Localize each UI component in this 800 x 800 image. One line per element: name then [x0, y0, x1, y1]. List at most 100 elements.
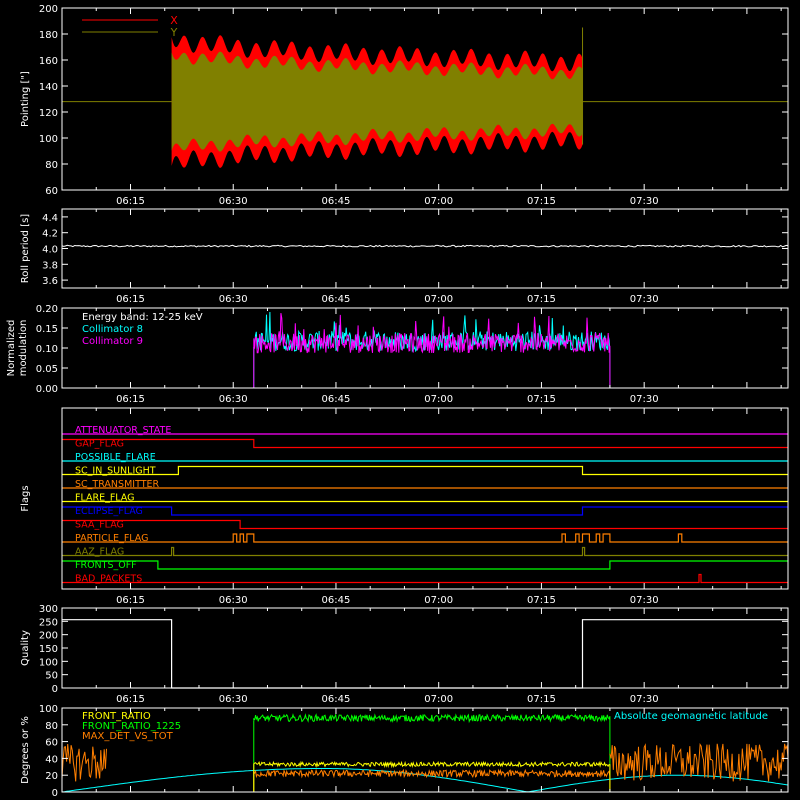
legend-label-Y: Y	[170, 26, 178, 39]
legend-max-det-vs-tot: MAX_DET_VS_TOT	[82, 731, 174, 742]
ratios-ylabel: Degrees or %	[20, 716, 31, 784]
quality-xtick-label: 07:15	[527, 694, 556, 705]
pointing-ytick-label: 100	[39, 134, 58, 145]
modulation-ytick-label: 0.15	[36, 324, 58, 335]
flags-xtick-label: 06:15	[116, 595, 145, 606]
ratios-ytick-label: 60	[45, 738, 58, 749]
roll-xtick-label: 06:15	[116, 294, 145, 305]
roll-xtick-label: 07:30	[630, 294, 659, 305]
modulation-xtick-label: 06:30	[219, 394, 248, 405]
legend-front-ratio: FRONT_RATIO	[82, 711, 151, 722]
quality-ytick-label: 300	[39, 604, 58, 615]
flag-line-bad-packets	[62, 573, 788, 584]
modulation-ylabel: Normalized	[6, 320, 17, 377]
pointing-xtick-label: 07:30	[630, 196, 659, 207]
modulation-xtick-label: 06:15	[116, 394, 145, 405]
quality-xtick-label: 06:15	[116, 694, 145, 705]
quality-ylabel: Quality	[20, 630, 31, 666]
modulation-xtick-label: 06:45	[322, 394, 351, 405]
pointing-xtick-label: 06:30	[219, 196, 248, 207]
flag-line-fronts-off	[62, 560, 788, 570]
quality-ytick-label: 50	[45, 671, 58, 682]
collimator-9-line	[62, 313, 788, 389]
max-det-vs-tot-line	[253, 768, 611, 793]
ratios-ytick-label: 100	[39, 704, 58, 715]
roll-xtick-label: 07:15	[527, 294, 556, 305]
roll-xtick-label: 06:30	[219, 294, 248, 305]
modulation-ytick-label: 0.05	[36, 364, 58, 375]
flag-line-eclipse-flag	[62, 506, 788, 516]
flag-label-fronts-off: FRONTS_OFF	[75, 560, 137, 571]
flag-label-gap-flag: GAP_FLAG	[75, 439, 124, 450]
flag-label-saa-flag: SAA_FLAG	[75, 520, 124, 531]
quality-ytick-label: 0	[52, 684, 58, 695]
ratios-ytick-label: 0	[52, 788, 58, 799]
modulation-xtick-label: 07:15	[527, 394, 556, 405]
quality-ytick-label: 250	[39, 617, 58, 628]
flag-label-sc-in-sunlight: SC_IN_SUNLIGHT	[75, 466, 156, 477]
legend-front-ratio-1225: FRONT_RATIO_1225	[82, 721, 181, 732]
ratios-frame	[61, 707, 789, 793]
pointing-ytick-label: 160	[39, 56, 58, 67]
flag-label-aaz-flag: AAZ_FLAG	[75, 547, 124, 558]
flag-label-bad-packets: BAD_PACKETS	[75, 574, 142, 585]
flag-line-gap-flag	[62, 438, 788, 449]
pointing-frame	[61, 7, 789, 191]
pointing-ytick-label: 60	[45, 186, 58, 197]
front-ratio-1225-line	[253, 712, 611, 793]
modulation-ytick-label: 0.10	[36, 344, 58, 355]
flags-xtick-label: 07:30	[630, 595, 659, 606]
roll-ytick-label: 4.0	[42, 245, 58, 256]
pointing-xtick-label: 07:15	[527, 196, 556, 207]
modulation-xtick-label: 07:00	[424, 394, 453, 405]
flag-label-sc-transmitter: SC_TRANSMITTER	[75, 479, 160, 490]
flag-label-eclipse-flag: ECLIPSE_FLAG	[75, 506, 143, 517]
flag-line-sc-in-sunlight	[62, 465, 788, 476]
legend-collimator-9: Collimator 9	[82, 336, 143, 347]
quality-xtick-label: 06:45	[322, 694, 351, 705]
pointing-ylabel: Pointing ["]	[20, 71, 31, 127]
quality-ytick-label: 100	[39, 657, 58, 668]
pointing-xtick-label: 06:45	[322, 196, 351, 207]
text-layer: 06:15 06:30 06:45 07:00 07:15 07:30 60 80 100 120…	[6, 4, 768, 799]
flags-xtick-label: 06:30	[219, 595, 248, 606]
flags-frame	[61, 407, 789, 590]
ratios-ytick-label: 20	[45, 771, 58, 782]
flags-xtick-label: 07:00	[424, 595, 453, 606]
roll-period-line	[61, 244, 789, 248]
flag-label-possible-flare: POSSIBLE_FLARE	[75, 452, 156, 463]
pointing-ytick-label: 140	[39, 82, 58, 93]
modulation-xtick-label: 07:30	[630, 394, 659, 405]
max-det-vs-tot-pre	[61, 743, 107, 782]
flag-label-attenuator-state: ATTENUATOR_STATE	[75, 425, 171, 436]
roll-ylabel: Roll period [s]	[20, 214, 31, 283]
roll-ytick-label: 3.6	[42, 276, 58, 287]
modulation-ytick-label: 0.00	[36, 384, 58, 395]
geomagnetic-latitude-label: Absolute geomagnetic latitude	[614, 711, 768, 722]
data-layer	[61, 19, 789, 793]
roll-xtick-label: 06:45	[322, 294, 351, 305]
pointing-ytick-label: 200	[39, 4, 58, 15]
legend-collimator-8: Collimator 8	[82, 324, 143, 335]
quality-ytick-label: 150	[39, 644, 58, 655]
frames-layer	[61, 7, 789, 793]
quality-xtick-label: 07:30	[630, 694, 659, 705]
modulation-ytick-label: 0.20	[36, 304, 58, 315]
ratios-ytick-label: 40	[45, 754, 58, 765]
flags-xtick-label: 06:45	[322, 595, 351, 606]
roll-xtick-label: 07:00	[424, 294, 453, 305]
quality-ytick-label: 200	[39, 631, 58, 642]
modulation-ylabel-2: modulation	[18, 320, 29, 377]
roll-ytick-label: 4.4	[42, 213, 58, 224]
series-y-envelope	[171, 51, 583, 152]
flag-line-particle-flag	[62, 533, 788, 543]
flag-label-particle-flag: PARTICLE_FLAG	[75, 533, 148, 544]
roll-ytick-label: 4.2	[42, 229, 58, 240]
roll-ytick-label: 3.8	[42, 260, 58, 271]
pointing-ytick-label: 120	[39, 108, 58, 119]
front-ratio-line	[253, 760, 611, 793]
flag-line-saa-flag	[62, 519, 788, 530]
max-det-vs-tot-post	[609, 742, 789, 782]
ratios-ytick-label: 80	[45, 721, 58, 732]
flag-line-aaz-flag	[62, 546, 788, 557]
